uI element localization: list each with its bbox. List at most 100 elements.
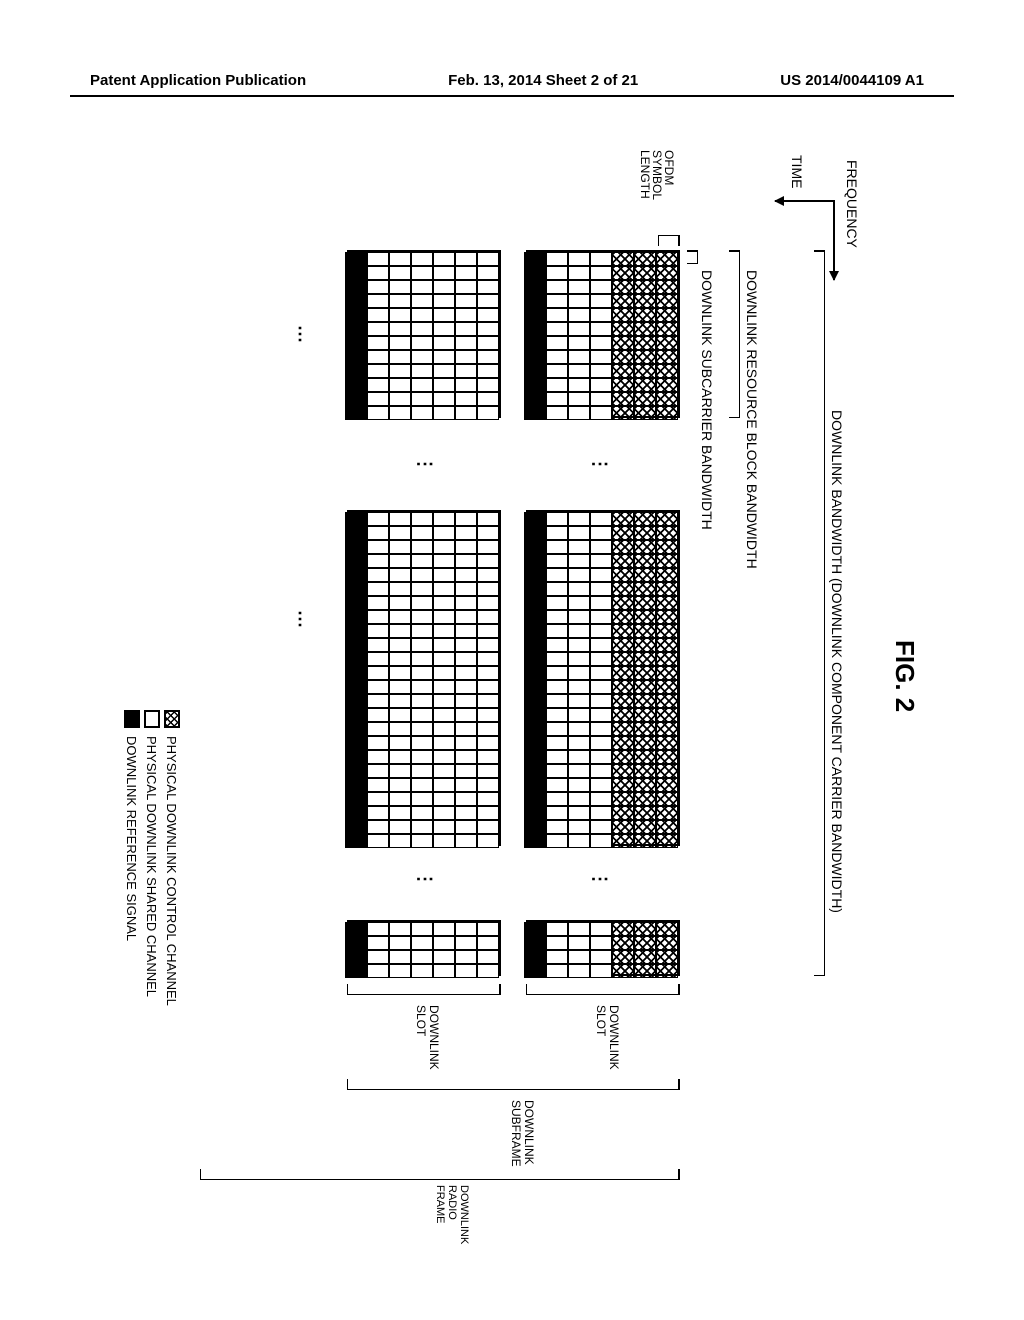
grid-cell — [656, 392, 678, 406]
grid-cell — [546, 764, 568, 778]
grid-cell — [656, 350, 678, 364]
grid-cell — [656, 806, 678, 820]
grid-cell — [634, 806, 656, 820]
grid-cell — [345, 392, 367, 406]
grid-cell — [433, 568, 455, 582]
bandwidth-rb-bracket — [730, 250, 740, 418]
grid-cell — [389, 540, 411, 554]
grid-cell — [656, 820, 678, 834]
grid-cell — [546, 280, 568, 294]
grid-cell — [477, 750, 499, 764]
grid-cell — [411, 652, 433, 666]
grid-cell — [612, 638, 634, 652]
grid-cell — [477, 722, 499, 736]
grid-cell — [546, 806, 568, 820]
grid-block — [347, 250, 501, 418]
grid-cell — [546, 638, 568, 652]
grid-cell — [367, 806, 389, 820]
grid-cell — [433, 680, 455, 694]
grid-cell — [568, 392, 590, 406]
grid-cell — [389, 364, 411, 378]
grid-cell — [656, 792, 678, 806]
grid-cell — [524, 512, 546, 526]
grid-cell — [634, 512, 656, 526]
grid-cell — [411, 936, 433, 950]
grid-cell — [477, 610, 499, 624]
grid-cell — [590, 526, 612, 540]
grid-cell — [656, 526, 678, 540]
grid-cell — [568, 364, 590, 378]
grid-cell — [568, 610, 590, 624]
grid-cell — [524, 568, 546, 582]
figure-label: FIG. 2 — [889, 640, 920, 712]
grid-cell — [411, 950, 433, 964]
grid-cell — [345, 624, 367, 638]
grid-cell — [634, 764, 656, 778]
grid-cell — [455, 350, 477, 364]
grid-cell — [433, 936, 455, 950]
grid-cell — [524, 638, 546, 652]
header-rule — [70, 95, 954, 97]
grid-cell — [389, 322, 411, 336]
grid-cell — [634, 252, 656, 266]
grid-cell — [433, 378, 455, 392]
grid-cell — [546, 364, 568, 378]
grid-cell — [389, 378, 411, 392]
grid-cell — [433, 652, 455, 666]
grid-cell — [546, 624, 568, 638]
grid-cell — [433, 736, 455, 750]
grid-cell — [546, 666, 568, 680]
grid-cell — [634, 540, 656, 554]
grid-cell — [612, 554, 634, 568]
grid-cell — [590, 610, 612, 624]
grid-cell — [524, 350, 546, 364]
grid-cell — [477, 652, 499, 666]
grid-cell — [524, 526, 546, 540]
grid-cell — [411, 792, 433, 806]
grid-cell — [612, 540, 634, 554]
ofdm-symbol-label: OFDM SYMBOL LENGTH — [639, 150, 675, 200]
grid-cell — [612, 680, 634, 694]
grid-cell — [590, 806, 612, 820]
grid-cell — [546, 582, 568, 596]
grid-cell — [367, 680, 389, 694]
grid-cell — [455, 512, 477, 526]
grid-cell — [634, 922, 656, 936]
horizontal-ellipsis-1b: ⋮ — [414, 455, 435, 473]
grid-cell — [568, 936, 590, 950]
grid-cell — [345, 820, 367, 834]
grid-cell — [634, 964, 656, 978]
grid-cell — [634, 638, 656, 652]
grid-cell — [411, 582, 433, 596]
grid-cell — [477, 336, 499, 350]
grid-cell — [389, 806, 411, 820]
grid-cell — [546, 540, 568, 554]
header-left: Patent Application Publication — [90, 72, 306, 89]
frequency-arrow-icon — [833, 200, 835, 280]
grid-cell — [546, 708, 568, 722]
grid-cell — [568, 666, 590, 680]
grid-cell — [433, 512, 455, 526]
grid-cell — [389, 392, 411, 406]
grid-cell — [590, 252, 612, 266]
page-header: Patent Application Publication Feb. 13, … — [0, 72, 1024, 89]
grid-cell — [345, 350, 367, 364]
grid-cell — [546, 596, 568, 610]
grid-cell — [546, 680, 568, 694]
grid-cell — [389, 764, 411, 778]
legend-row-pdsch: PHYSICAL DOWNLINK SHARED CHANNEL — [144, 710, 160, 1006]
grid-cell — [612, 350, 634, 364]
grid-cell — [345, 936, 367, 950]
grid-cell — [455, 778, 477, 792]
grid-cell — [477, 406, 499, 420]
grid-cell — [345, 680, 367, 694]
grid-cell — [590, 652, 612, 666]
grid-cell — [389, 610, 411, 624]
grid-cell — [345, 778, 367, 792]
grid-block — [526, 510, 680, 846]
grid-cell — [524, 294, 546, 308]
grid-cell — [367, 610, 389, 624]
grid-cell — [634, 350, 656, 364]
grid-cell — [411, 364, 433, 378]
grid-cell — [455, 624, 477, 638]
